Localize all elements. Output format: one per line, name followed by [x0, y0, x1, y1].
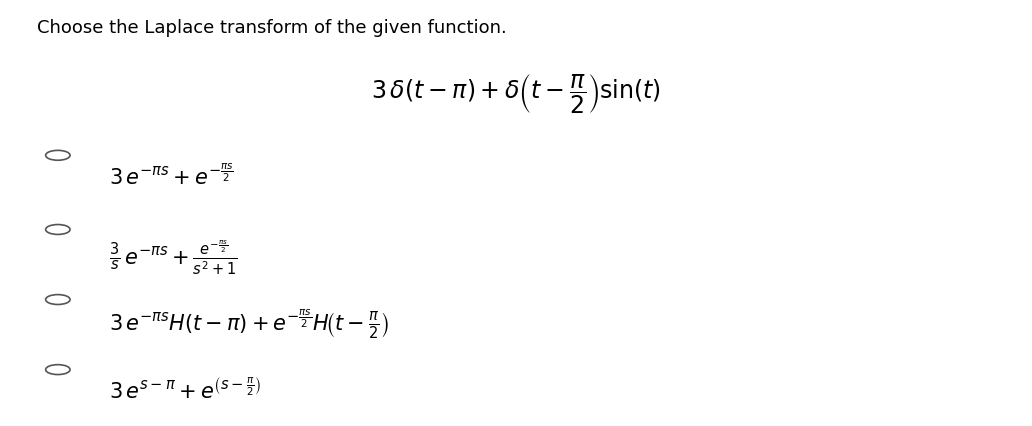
Text: $3\, e^{-\pi s} H(t - \pi) + e^{-\frac{\pi s}{2}} H\!\left(t - \frac{\pi}{2}\rig: $3\, e^{-\pi s} H(t - \pi) + e^{-\frac{\…	[108, 308, 388, 341]
Text: $\frac{3}{s}\, e^{-\pi s} + \frac{e^{-\frac{\pi s}{2}}}{s^2+1}$: $\frac{3}{s}\, e^{-\pi s} + \frac{e^{-\f…	[108, 238, 237, 276]
Text: $3\, \delta(t - \pi) + \delta\left(t - \dfrac{\pi}{2}\right) \sin(t)$: $3\, \delta(t - \pi) + \delta\left(t - \…	[370, 73, 662, 116]
Text: $3\, e^{s-\pi} + e^{\left(s - \frac{\pi}{2}\right)}$: $3\, e^{s-\pi} + e^{\left(s - \frac{\pi}…	[108, 378, 261, 403]
Text: Choose the Laplace transform of the given function.: Choose the Laplace transform of the give…	[37, 19, 508, 37]
Text: $3\, e^{-\pi s} + e^{-\frac{\pi s}{2}}$: $3\, e^{-\pi s} + e^{-\frac{\pi s}{2}}$	[108, 164, 233, 189]
